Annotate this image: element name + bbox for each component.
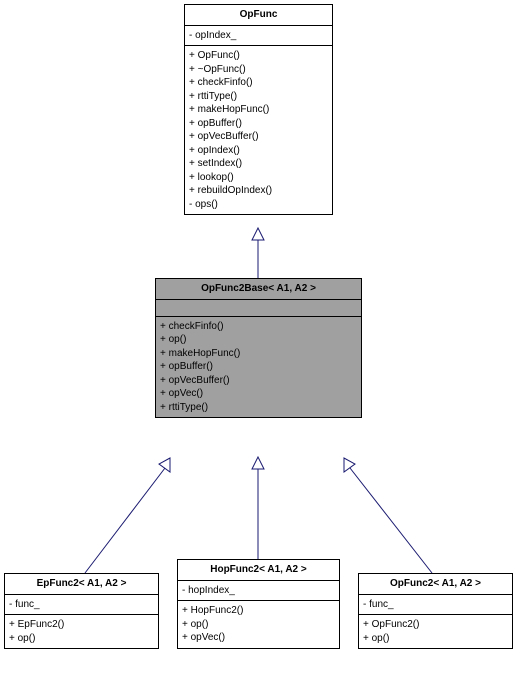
op: + opBuffer() <box>189 117 328 131</box>
class-attrs: - opIndex_ <box>185 26 332 47</box>
attr: - func_ <box>9 598 154 612</box>
op: + opVec() <box>182 631 335 645</box>
op: + op() <box>9 632 154 646</box>
class-ops: + OpFunc2() + op() <box>359 615 512 648</box>
class-attrs-empty <box>156 300 361 317</box>
edge-hopfunc2-opfunc2base <box>252 457 264 559</box>
op: + opBuffer() <box>160 360 357 374</box>
class-ops: + checkFinfo() + op() + makeHopFunc() + … <box>156 317 361 418</box>
class-epfunc2: EpFunc2< A1, A2 > - func_ + EpFunc2() + … <box>4 573 159 649</box>
op: + EpFunc2() <box>9 618 154 632</box>
op: + rttiType() <box>160 401 357 415</box>
class-hopfunc2: HopFunc2< A1, A2 > - hopIndex_ + HopFunc… <box>177 559 340 649</box>
class-title: HopFunc2< A1, A2 > <box>178 560 339 581</box>
op: + opVecBuffer() <box>189 130 328 144</box>
op: + op() <box>363 632 508 646</box>
class-ops: + EpFunc2() + op() <box>5 615 158 648</box>
op: + op() <box>160 333 357 347</box>
class-opfunc: OpFunc - opIndex_ + OpFunc() + ~OpFunc()… <box>184 4 333 215</box>
op: + checkFinfo() <box>160 320 357 334</box>
edge-epfunc2-opfunc2base <box>85 458 170 573</box>
attr: - hopIndex_ <box>182 584 335 598</box>
class-title: OpFunc <box>185 5 332 26</box>
op: + OpFunc() <box>189 49 328 63</box>
op: + opIndex() <box>189 144 328 158</box>
op: + makeHopFunc() <box>189 103 328 117</box>
op: + HopFunc2() <box>182 604 335 618</box>
class-attrs: - func_ <box>359 595 512 616</box>
attr: - func_ <box>363 598 508 612</box>
op: + opVecBuffer() <box>160 374 357 388</box>
op: + rttiType() <box>189 90 328 104</box>
class-attrs: - func_ <box>5 595 158 616</box>
class-ops: + OpFunc() + ~OpFunc() + checkFinfo() + … <box>185 46 332 214</box>
class-title: OpFunc2Base< A1, A2 > <box>156 279 361 300</box>
op: + ~OpFunc() <box>189 63 328 77</box>
op: + setIndex() <box>189 157 328 171</box>
op: + OpFunc2() <box>363 618 508 632</box>
op: + makeHopFunc() <box>160 347 357 361</box>
class-attrs: - hopIndex_ <box>178 581 339 602</box>
class-opfunc2: OpFunc2< A1, A2 > - func_ + OpFunc2() + … <box>358 573 513 649</box>
class-opfunc2base: OpFunc2Base< A1, A2 > + checkFinfo() + o… <box>155 278 362 418</box>
op: + checkFinfo() <box>189 76 328 90</box>
op: + op() <box>182 618 335 632</box>
class-title: OpFunc2< A1, A2 > <box>359 574 512 595</box>
op: - ops() <box>189 198 328 212</box>
class-title: EpFunc2< A1, A2 > <box>5 574 158 595</box>
op: + lookop() <box>189 171 328 185</box>
class-ops: + HopFunc2() + op() + opVec() <box>178 601 339 648</box>
op: + opVec() <box>160 387 357 401</box>
edge-opfunc2-opfunc2base <box>344 458 432 573</box>
edge-opfunc2base-opfunc <box>252 228 264 278</box>
attr: - opIndex_ <box>189 29 328 43</box>
op: + rebuildOpIndex() <box>189 184 328 198</box>
